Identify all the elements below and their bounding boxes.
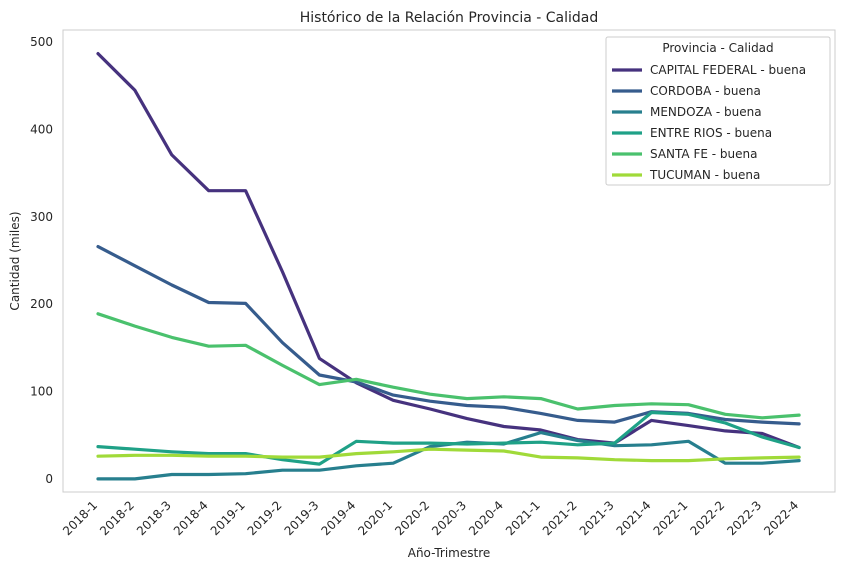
legend-label: MENDOZA - buena <box>650 105 762 119</box>
legend-title: Provincia - Calidad <box>662 41 773 55</box>
series-line <box>96 312 801 420</box>
x-axis-label: Año-Trimestre <box>408 546 491 560</box>
y-tick-label: 400 <box>30 123 53 137</box>
legend-box <box>605 36 831 186</box>
y-tick-label: 500 <box>30 35 53 49</box>
y-tick-label: 300 <box>30 210 53 224</box>
legend-items: CAPITAL FEDERAL - buena CORDOBA - buena ME… <box>612 63 806 182</box>
chart-title: Histórico de la Relación Provincia - Cal… <box>300 10 599 26</box>
legend-label: TUCUMAN - buena <box>649 168 760 182</box>
legend-label: CAPITAL FEDERAL - buena <box>650 63 806 77</box>
series-line <box>96 410 801 466</box>
legend-label: CORDOBA - buena <box>650 84 761 98</box>
series-line <box>96 447 801 463</box>
y-tick-label: 0 <box>45 472 53 486</box>
y-axis-label: Cantidad (miles) <box>8 211 22 310</box>
series-line <box>96 51 801 450</box>
legend-label: SANTA FE - buena <box>650 147 757 161</box>
legend: Provincia - Calidad CAPITAL FEDERAL - bu… <box>605 36 831 186</box>
legend-label: ENTRE RIOS - buena <box>650 126 772 140</box>
y-axis-ticks: 0 100 200 300 400 500 <box>30 35 53 486</box>
series-lines <box>96 51 801 481</box>
y-tick-label: 200 <box>30 297 53 311</box>
y-tick-label: 100 <box>30 385 53 399</box>
